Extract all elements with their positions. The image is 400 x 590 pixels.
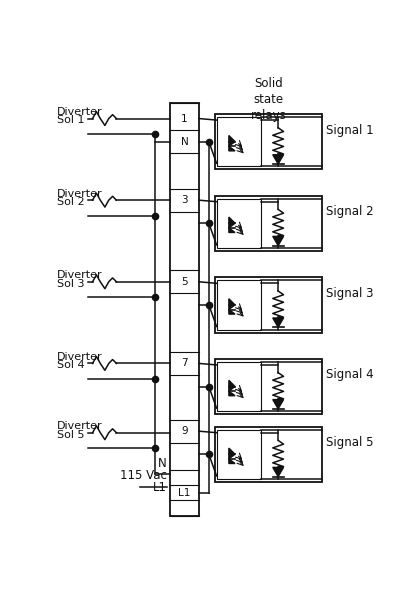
Polygon shape: [229, 299, 235, 310]
Polygon shape: [273, 318, 284, 327]
Polygon shape: [273, 467, 284, 477]
Text: Sol 4: Sol 4: [57, 360, 85, 371]
Bar: [215, 277, 322, 333]
Text: Signal 5: Signal 5: [326, 436, 373, 449]
Text: 9: 9: [181, 426, 188, 436]
Text: Signal 1: Signal 1: [326, 123, 374, 137]
Polygon shape: [229, 217, 235, 228]
Text: 3: 3: [181, 195, 188, 205]
Text: Sol 1: Sol 1: [57, 116, 85, 126]
Text: N: N: [158, 457, 166, 470]
Text: Diverter: Diverter: [57, 270, 103, 280]
Text: 5: 5: [181, 277, 188, 287]
Text: 115 Vac: 115 Vac: [120, 468, 166, 481]
Text: 1: 1: [181, 113, 188, 123]
Bar: [215, 427, 322, 482]
Bar: [216, 117, 261, 166]
Polygon shape: [229, 391, 235, 396]
Text: Diverter: Diverter: [57, 107, 103, 117]
Text: Diverter: Diverter: [57, 189, 103, 199]
Polygon shape: [229, 381, 235, 391]
Text: Sol 2: Sol 2: [57, 197, 85, 207]
Polygon shape: [229, 448, 235, 459]
Text: Diverter: Diverter: [57, 421, 103, 431]
Bar: [215, 114, 322, 169]
Text: Sol 3: Sol 3: [57, 278, 85, 289]
Polygon shape: [229, 136, 235, 146]
Text: Sol 5: Sol 5: [57, 430, 85, 440]
Bar: [215, 195, 322, 251]
Bar: [216, 430, 261, 479]
Text: N: N: [181, 137, 188, 147]
Bar: [170, 103, 199, 516]
Text: Signal 4: Signal 4: [326, 368, 374, 382]
Bar: [216, 362, 261, 411]
Text: L1: L1: [178, 488, 191, 498]
Text: Diverter: Diverter: [57, 352, 103, 362]
Polygon shape: [273, 237, 284, 245]
Polygon shape: [229, 310, 235, 314]
Text: Signal 2: Signal 2: [326, 205, 374, 218]
Text: 7: 7: [181, 358, 188, 368]
Text: Signal 3: Signal 3: [326, 287, 373, 300]
Text: Solid
state
relays: Solid state relays: [251, 77, 286, 122]
Bar: [216, 199, 261, 248]
Bar: [215, 359, 322, 414]
Bar: [216, 280, 261, 330]
Polygon shape: [273, 399, 284, 409]
Text: L1: L1: [152, 481, 166, 494]
Polygon shape: [229, 459, 235, 464]
Polygon shape: [229, 228, 235, 232]
Polygon shape: [273, 155, 284, 164]
Polygon shape: [229, 146, 235, 151]
